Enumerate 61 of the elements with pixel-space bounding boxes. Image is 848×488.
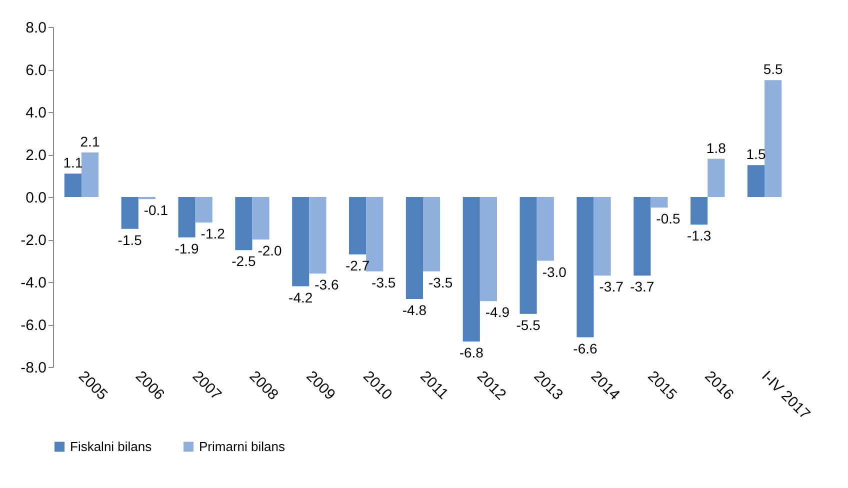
y-tick-label: 0.0	[26, 190, 46, 206]
data-label: -1.3	[687, 228, 712, 244]
y-tick-label: -6.0	[20, 317, 46, 334]
data-label: -2.0	[258, 242, 282, 258]
data-label: -3.0	[542, 264, 567, 280]
data-label: -1.5	[118, 232, 142, 248]
bar	[634, 197, 651, 276]
y-tick-label: 8.0	[26, 20, 46, 36]
bar	[121, 197, 138, 229]
y-tick-label: 2.0	[26, 147, 46, 164]
data-label: -0.5	[656, 210, 681, 227]
data-label: -1.9	[174, 240, 200, 256]
legend-label: Primarni bilans	[199, 438, 286, 454]
y-tick-label: -4.0	[20, 274, 46, 292]
bar	[235, 197, 252, 250]
y-tick-label: 4.0	[26, 104, 46, 122]
bar	[480, 197, 497, 302]
bar	[536, 197, 554, 261]
bar	[576, 197, 594, 338]
bar	[462, 197, 480, 342]
data-label: 2.1	[80, 133, 100, 150]
bar	[178, 197, 196, 238]
bar	[349, 197, 366, 254]
bar	[406, 197, 423, 299]
bar	[764, 80, 782, 197]
data-label: -2.5	[232, 253, 256, 270]
legend-label: Fiskalni bilans	[70, 438, 152, 454]
bar	[64, 174, 82, 197]
bar	[690, 197, 708, 225]
data-label: -2.7	[345, 257, 370, 274]
data-label: -3.7	[630, 278, 654, 295]
bar	[594, 197, 611, 276]
data-label: -0.1	[144, 202, 168, 218]
y-tick-label: -2.0	[20, 232, 46, 249]
data-label: -4.9	[485, 304, 510, 320]
bar	[309, 197, 326, 274]
data-label: -5.5	[516, 316, 541, 333]
y-tick-label: 6.0	[26, 62, 46, 79]
bar	[520, 197, 537, 314]
bar	[292, 197, 310, 286]
data-label: 1.1	[63, 154, 83, 171]
data-label: -4.2	[288, 289, 313, 306]
data-label: -6.6	[573, 340, 598, 356]
bar	[708, 158, 725, 197]
y-tick-label: -8.0	[20, 360, 46, 376]
bar	[650, 197, 668, 208]
data-label: 1.8	[706, 140, 726, 156]
bar	[252, 197, 270, 240]
data-label: 1.5	[746, 146, 766, 162]
bar	[195, 197, 212, 222]
data-label: -1.2	[200, 226, 226, 242]
bar	[747, 165, 765, 197]
data-label: -3.7	[599, 278, 624, 295]
data-label: -3.5	[428, 274, 453, 290]
bar	[81, 152, 99, 197]
data-label: -3.6	[314, 276, 339, 292]
bar	[423, 197, 440, 272]
data-label: 5.5	[763, 61, 784, 78]
data-label: -6.8	[459, 344, 484, 360]
data-label: -4.8	[402, 302, 427, 318]
data-label: -3.5	[372, 274, 396, 290]
